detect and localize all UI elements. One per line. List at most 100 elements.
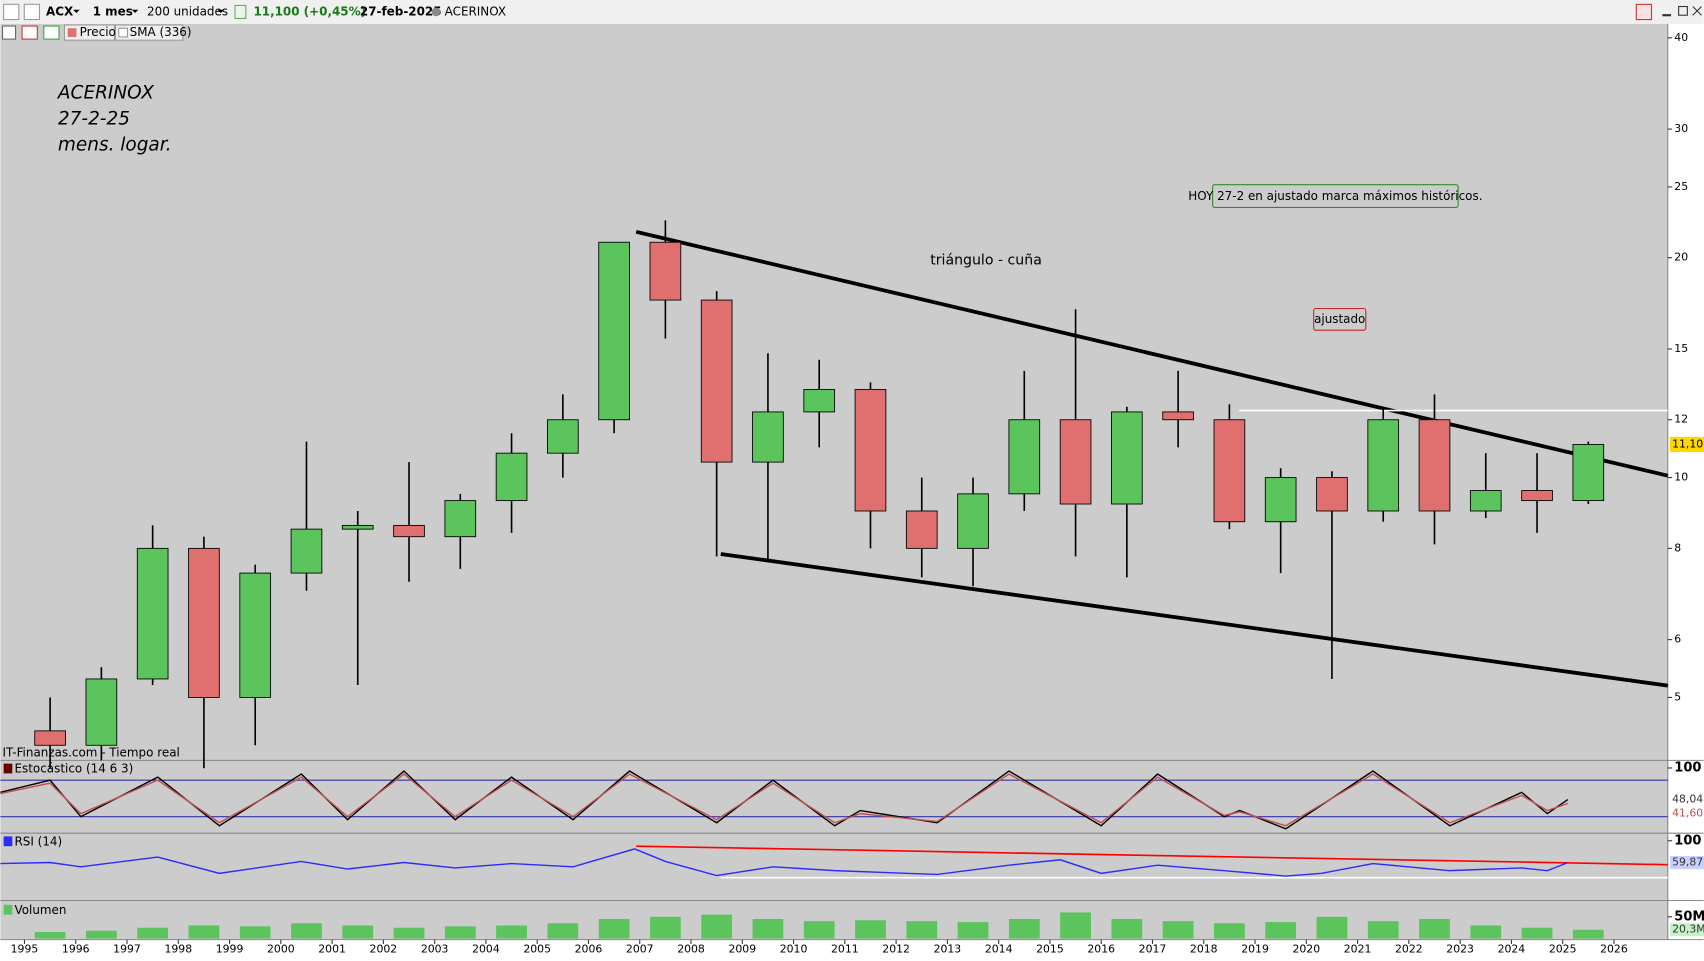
y-tick-label: 30 — [1674, 122, 1688, 135]
trendline — [636, 845, 1668, 866]
volume-bar — [137, 927, 169, 939]
annotation: 27-2-25 — [58, 108, 130, 129]
x-tick-label: 2000 — [267, 942, 295, 955]
sma-button-label[interactable]: SMA (336) — [130, 25, 192, 39]
panel-title: RSI (14) — [14, 834, 62, 848]
last-value-tag — [1669, 856, 1704, 870]
chart-icon[interactable] — [3, 3, 20, 21]
panel-icon — [3, 836, 13, 847]
annotation-box — [1313, 307, 1367, 331]
maximize[interactable] — [1678, 5, 1688, 16]
x-tick-label: 2026 — [1600, 942, 1628, 955]
candle-body — [700, 299, 733, 463]
x-tick-label: 2014 — [985, 942, 1013, 955]
volume-bar — [239, 926, 271, 939]
y-tick-label: 50M — [1674, 909, 1704, 924]
x-tick-label: 2009 — [728, 942, 756, 955]
volume-bar — [701, 914, 733, 939]
volume-bar — [650, 916, 681, 939]
volume-bar — [291, 923, 322, 939]
y-tick-label: 10 — [1674, 471, 1688, 484]
volume-bar — [1111, 918, 1143, 939]
candle-body — [1367, 419, 1400, 512]
volume-bar — [444, 926, 476, 939]
x-tick-label: 2021 — [1344, 942, 1372, 955]
candle-body — [1059, 419, 1092, 505]
indicator-line — [0, 773, 1569, 827]
volume-bar — [855, 920, 886, 939]
sma-button[interactable] — [114, 24, 184, 41]
x-tick-label: 2023 — [1446, 942, 1474, 955]
candle-body — [393, 524, 425, 538]
price-button[interactable] — [63, 24, 115, 41]
candle-body — [854, 389, 887, 512]
last-value-label: 59,87 — [1672, 856, 1703, 869]
x-tick-label: 2017 — [1139, 942, 1167, 955]
volume-bar — [1470, 925, 1502, 939]
volume-bar — [85, 930, 117, 939]
x-tick-label: 2024 — [1498, 942, 1526, 955]
price-button-label[interactable]: Precio — [80, 25, 116, 39]
x-tick-label: 2018 — [1190, 942, 1218, 955]
candle-body — [598, 241, 630, 421]
volume-bar — [1367, 921, 1399, 939]
info-icon[interactable] — [234, 4, 247, 20]
annotation: mens. logar. — [58, 135, 172, 156]
refresh-icon[interactable] — [1635, 3, 1653, 21]
source: IT-Finanzas.com - Tiempo real — [3, 745, 180, 759]
trendline — [635, 229, 1669, 478]
volume-bar — [1214, 923, 1245, 939]
add-button[interactable] — [1, 25, 17, 40]
period[interactable]: 1 mes — [93, 4, 133, 18]
annotation: ajustado — [1314, 312, 1365, 326]
candle-body — [649, 241, 682, 301]
x-tick-label: 2004 — [472, 942, 500, 955]
y-tick-label: 100 — [1674, 833, 1701, 848]
panel-title: Estocástico (14 6 3) — [14, 762, 133, 776]
last-value-tag — [1669, 923, 1704, 937]
y-tick-label: 40 — [1674, 31, 1688, 44]
volume-bar — [34, 932, 66, 939]
x-tick-label: 1995 — [11, 942, 39, 955]
volume-bar — [1316, 916, 1348, 939]
x-tick-label: 2025 — [1549, 942, 1577, 955]
volume-bar — [1572, 929, 1604, 939]
candle-body — [85, 678, 118, 746]
toolbar — [0, 0, 1704, 24]
candle-body — [905, 510, 938, 549]
x-tick-label: 2019 — [1241, 942, 1269, 955]
remove-button[interactable] — [21, 25, 38, 40]
volume-bar — [1265, 922, 1297, 939]
units[interactable]: 200 unidades — [147, 4, 228, 18]
y-tick-label: 25 — [1674, 180, 1688, 193]
settings-icon[interactable] — [23, 3, 41, 21]
candle-body — [34, 730, 66, 746]
x-tick-label: 2003 — [421, 942, 449, 955]
x-tick-label: 2010 — [780, 942, 808, 955]
candle-body — [752, 411, 784, 463]
indicator-line — [0, 848, 1569, 877]
export-button[interactable] — [43, 25, 60, 40]
candle-body — [136, 547, 169, 680]
x-tick-label: 1996 — [62, 942, 90, 955]
volume-bar — [1521, 927, 1553, 939]
last-value-tag — [1669, 793, 1704, 807]
volume-bar — [188, 925, 220, 939]
candle-body — [341, 524, 374, 530]
symbol[interactable]: ACX — [46, 4, 73, 18]
candle-body — [1469, 490, 1502, 512]
y-tick-label: 5 — [1674, 690, 1681, 703]
candle-body — [444, 500, 477, 538]
candle-body — [1111, 411, 1143, 505]
last-value-label: 41,60 — [1672, 806, 1703, 819]
last-value-label: 20,3M — [1672, 923, 1704, 936]
volume-bar — [906, 921, 938, 939]
x-tick-label: 2008 — [677, 942, 705, 955]
last-price-tag — [1669, 436, 1704, 453]
panel-icon — [3, 763, 13, 774]
candle-body — [1008, 419, 1041, 495]
close[interactable] — [1692, 6, 1702, 16]
candle-body — [239, 572, 272, 698]
candle-body — [188, 547, 220, 698]
